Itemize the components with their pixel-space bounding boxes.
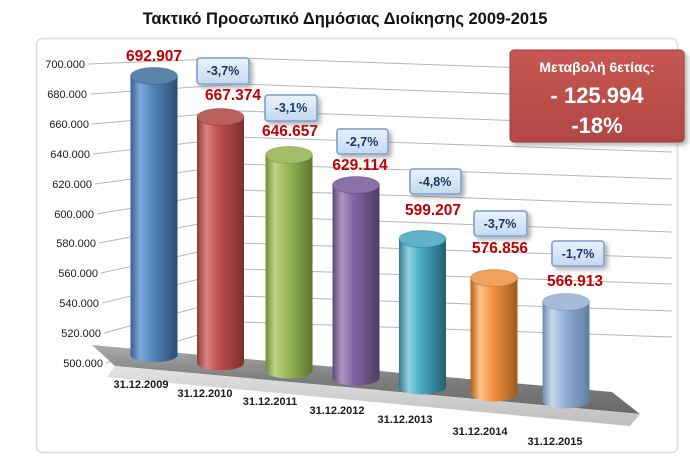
value-label-2013: 599.207 [405,202,461,219]
y-tick-label: 540.000 [59,298,99,310]
y-tick-label: 700.000 [45,59,85,71]
x-label-2013: 31.12.2013 [377,414,432,426]
pct-badge-2012: -2,7% [336,128,389,155]
summary-change-absolute: - 125.994 [551,83,645,108]
value-labels: 692.907 667.374 646.657 629.114 599.207 … [126,48,603,290]
value-label-2012: 629.114 [332,157,388,174]
x-label-2012: 31.12.2012 [309,405,364,417]
pct-badge-label: -3,1% [275,101,308,115]
value-label-2010: 667.374 [205,87,261,104]
pct-badge-label: -1,7% [562,247,595,261]
summary-heading: Μεταβολή 6ετίας: [539,59,654,75]
bar-2014 [470,269,518,402]
y-tick-label: 600.000 [54,209,94,221]
x-label-2011: 31.12.2011 [243,396,297,408]
gridline [98,215,673,244]
pct-badge-2010: -3,7% [196,57,250,85]
bar-top-ellipse [542,293,590,311]
bar-top-ellipse [332,176,380,194]
x-label-2009: 31.12.2009 [113,379,168,391]
bar-2009 [130,67,178,363]
x-label-2010: 31.12.2010 [177,388,232,400]
pct-badges: -3,7% -3,1% -2,7% -4,8% -3,7% -1,7% [196,57,605,267]
pct-badge-2015: -1,7% [551,240,605,267]
pct-badge-2011: -3,1% [264,94,318,122]
value-label-2009: 692.907 [126,48,182,65]
bar-2011 [265,146,313,379]
y-tick-label: 620.000 [52,179,92,191]
bar-top-ellipse [196,108,245,126]
bar-top-ellipse [265,146,313,164]
bar-2013 [398,230,447,395]
chart-title: Τακτικό Προσωπικό Δημόσιας Διοίκησης 200… [143,10,548,28]
y-tick-label: 680.000 [47,89,87,101]
x-axis: 31.12.2009 31.12.2010 31.12.2011 31.12.2… [113,379,582,448]
summary-box: Μεταβολή 6ετίας: - 125.994 -18% [509,49,685,143]
y-tick-label: 640.000 [50,149,90,161]
chart-frame [35,37,679,454]
pct-badge-label: -2,7% [346,135,379,149]
bars [130,67,590,409]
bar-top-ellipse [470,269,518,287]
gridline [96,189,673,215]
x-label-2014: 31.12.2014 [452,426,508,438]
bar-2010 [196,108,245,371]
bar-top-ellipse [398,230,447,248]
pct-badge-2013: -4,8% [409,168,462,195]
y-tick-label: 560.000 [58,268,98,280]
bar-2015 [542,293,590,409]
value-label-2011: 646.657 [262,123,318,140]
pct-badge-label: -3,7% [207,64,240,78]
pct-badge-2014: -3,7% [473,210,528,237]
x-label-2015: 31.12.2015 [527,436,582,448]
bar-2012 [332,176,380,386]
y-tick-label: 500.000 [63,358,103,370]
pct-badge-label: -4,8% [419,175,452,189]
value-label-2015: 566.913 [547,273,603,290]
pct-badge-label: -3,7% [484,217,517,231]
value-label-2014: 576.856 [472,240,528,257]
y-axis: 700.000 680.000 660.000 640.000 620.000 … [45,59,103,370]
y-tick-label: 580.000 [56,238,96,250]
y-tick-label: 520.000 [61,328,101,340]
y-tick-label: 660.000 [49,119,89,131]
summary-change-percent: -18% [571,113,622,138]
bar-top-ellipse [130,67,178,85]
